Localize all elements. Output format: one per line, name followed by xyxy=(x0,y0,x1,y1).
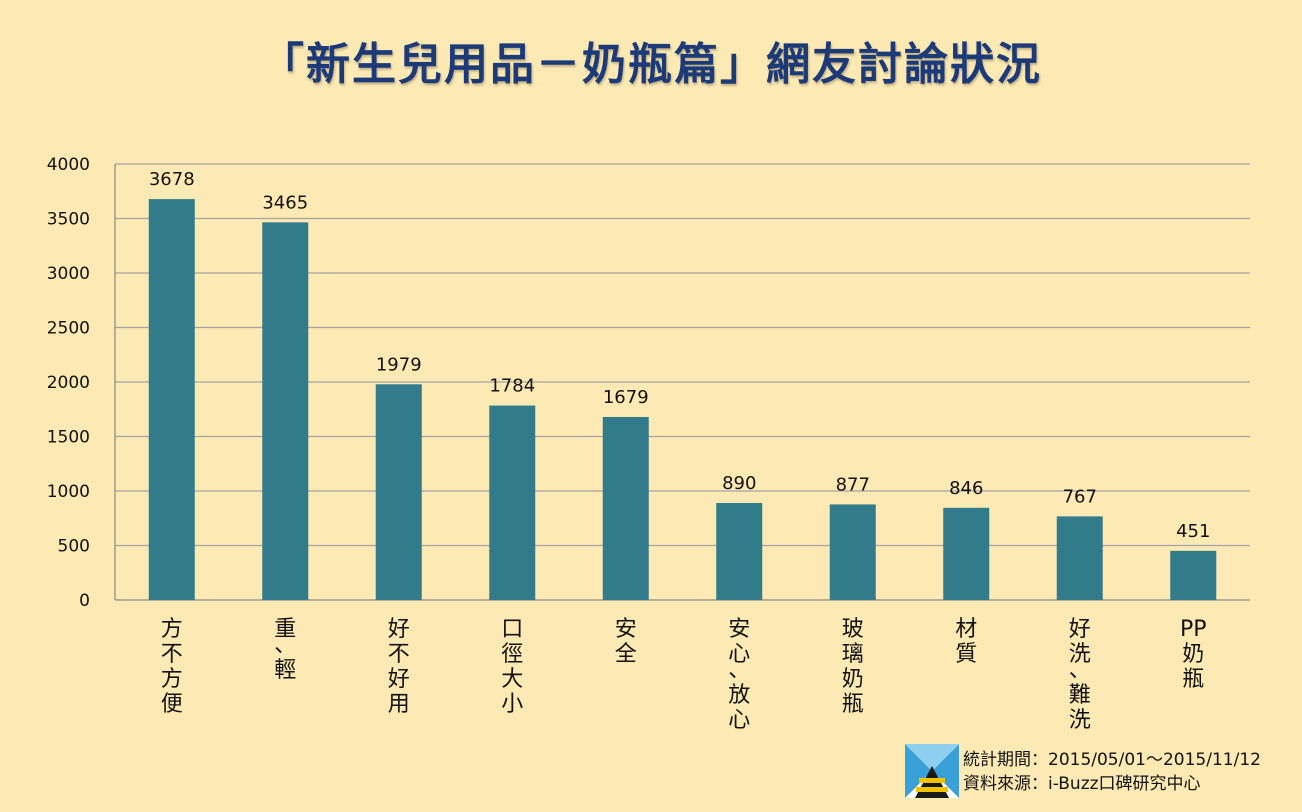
bar xyxy=(262,222,309,600)
data-label: 1679 xyxy=(603,387,649,408)
bar xyxy=(943,507,990,600)
x-tick-label: 安心、放心 xyxy=(728,617,750,733)
y-tick-label: 4000 xyxy=(47,155,90,175)
y-tick-label: 0 xyxy=(79,591,90,611)
data-label: 767 xyxy=(1063,486,1097,507)
data-label: 1979 xyxy=(376,354,422,375)
bar-chart: 0 500 1000 1500 2000 2500 3000 3500 4000 3678 346… xyxy=(47,155,1250,733)
bar xyxy=(716,502,763,600)
bar xyxy=(375,384,422,600)
y-tick-label: 1000 xyxy=(47,482,90,502)
x-tick-label: 方不方便 xyxy=(161,617,183,717)
y-axis-ticks: 0 500 1000 1500 2000 2500 3000 3500 4000 xyxy=(47,155,90,611)
data-labels: 3678 3465 1979 1784 1679 890 877 846 767 451 xyxy=(149,169,1211,542)
bar xyxy=(602,416,649,600)
y-tick-label: 2000 xyxy=(47,373,90,393)
data-label: 1784 xyxy=(489,376,535,397)
source-origin: 資料來源：i-Buzz口碑研究中心 xyxy=(963,774,1201,794)
source-block: 統計期間：2015/05/01～2015/11/12 資料來源：i-Buzz口碑… xyxy=(905,742,1295,802)
y-tick-label: 3000 xyxy=(47,264,90,284)
bar xyxy=(829,504,876,600)
x-tick-label: 材質 xyxy=(955,617,977,667)
page-title: 「新生兒用品－奶瓶篇」網友討論狀況 xyxy=(260,39,1042,90)
bar xyxy=(489,405,536,600)
bar xyxy=(1056,516,1103,600)
data-label: 3465 xyxy=(262,192,308,213)
bar xyxy=(1170,550,1217,600)
source-period: 統計期間：2015/05/01～2015/11/12 xyxy=(963,750,1261,770)
x-tick-label: 安全 xyxy=(615,617,637,667)
data-label: 3678 xyxy=(149,169,195,190)
x-tick-label: 玻璃奶瓶 xyxy=(842,617,864,717)
x-tick-label: 好不好用 xyxy=(388,617,410,717)
data-label: 451 xyxy=(1176,521,1210,542)
x-tick-label: 口徑大小 xyxy=(501,617,523,717)
x-tick-label: 好洗、難洗 xyxy=(1069,617,1091,733)
ibuzz-logo-icon xyxy=(905,744,959,798)
bar xyxy=(148,199,195,600)
data-label: 846 xyxy=(949,478,983,499)
y-tick-label: 3500 xyxy=(47,210,90,230)
y-tick-label: 2500 xyxy=(47,319,90,339)
y-tick-label: 1500 xyxy=(47,428,90,448)
data-label: 890 xyxy=(722,473,756,494)
data-label: 877 xyxy=(836,474,870,495)
x-tick-label: 重、輕 xyxy=(274,617,296,683)
x-axis-labels: 方不方便 重、輕 好不好用 口徑大小 安全 安心、放心 玻璃奶瓶 材質 好洗、難洗 PP 奶瓶 xyxy=(161,617,1207,733)
bars xyxy=(148,199,1217,600)
y-tick-label: 500 xyxy=(58,537,90,557)
x-tick-label: PP 奶瓶 xyxy=(1180,617,1207,692)
